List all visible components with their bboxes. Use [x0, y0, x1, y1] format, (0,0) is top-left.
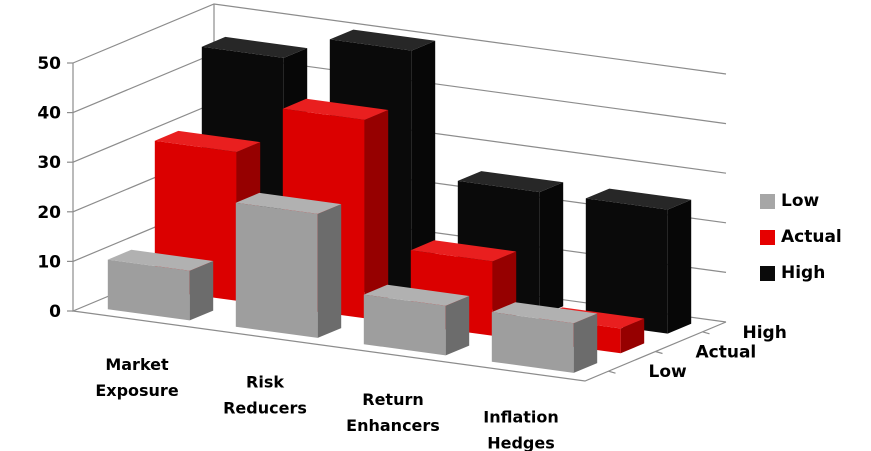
legend-swatch-low — [760, 193, 775, 209]
bar-low-1 — [107, 249, 214, 321]
bar-top-face — [107, 249, 214, 271]
bar-top-face — [329, 29, 436, 51]
bar-top-face — [154, 130, 261, 152]
bar-high-4 — [585, 188, 692, 334]
bar-top-face — [410, 240, 517, 262]
category-label: Market Exposure — [95, 355, 179, 400]
legend-item-high: High — [760, 255, 842, 291]
bar-side-face — [667, 199, 692, 334]
bar-side-face — [189, 261, 214, 321]
bar-top-face — [491, 302, 598, 324]
bar-front-face — [363, 294, 446, 356]
y-tick-label: 0 — [49, 302, 61, 322]
bar-low-4 — [491, 302, 598, 373]
gridline — [72, 3, 727, 75]
floor-edge — [72, 310, 727, 382]
depth-tick-mark — [608, 370, 616, 374]
bar-low-3 — [363, 284, 470, 356]
category-label: Risk Reducers — [223, 372, 307, 417]
bar-side-face — [445, 296, 470, 356]
bars — [107, 29, 692, 373]
legend-swatch-actual — [760, 229, 775, 245]
bar-front-face — [235, 202, 318, 338]
category-label: Inflation Hedges — [483, 407, 559, 451]
category-label: Return Enhancers — [346, 390, 440, 435]
bar-top-face — [457, 171, 564, 193]
y-tick-label: 30 — [37, 153, 61, 173]
y-tick-label: 20 — [37, 203, 61, 223]
legend-label-actual: Actual — [781, 227, 842, 247]
depth-label: High — [743, 323, 787, 343]
legend-label-high: High — [781, 263, 826, 283]
bar-top-face — [363, 284, 470, 306]
depth-tick-mark — [655, 350, 663, 355]
legend-swatch-high — [760, 265, 775, 281]
y-tick-label: 10 — [37, 252, 61, 272]
bar-side-face — [317, 204, 342, 338]
bar-side-face — [411, 40, 436, 299]
legend-item-actual: Actual — [760, 219, 842, 255]
bar-side-face — [364, 110, 389, 319]
bar-side-face — [539, 182, 564, 317]
bar-side-face — [573, 313, 598, 373]
legend-item-low: Low — [760, 183, 842, 219]
legend: Low Actual High — [760, 183, 842, 291]
category-labels: Market Exposure Risk Reducers Return Enhancer… — [95, 355, 558, 451]
bar-low-2 — [235, 192, 342, 338]
y-axis: 0 10 20 30 40 50 — [37, 54, 73, 322]
bar-top-face — [585, 188, 692, 210]
bar-top-face — [235, 192, 342, 214]
bar-side-face — [620, 318, 645, 354]
bar-top-face — [201, 36, 308, 58]
legend-label-low: Low — [781, 191, 820, 211]
bar-front-face — [107, 259, 190, 321]
bar-front-face — [491, 312, 574, 373]
bar-top-face — [282, 98, 389, 120]
y-tick-label: 40 — [37, 104, 61, 124]
depth-tick-mark — [702, 331, 710, 335]
depth-label: Low — [649, 362, 688, 382]
depth-label: Actual — [696, 343, 757, 363]
bar-front-face — [585, 198, 668, 334]
y-tick-label: 50 — [37, 54, 61, 74]
